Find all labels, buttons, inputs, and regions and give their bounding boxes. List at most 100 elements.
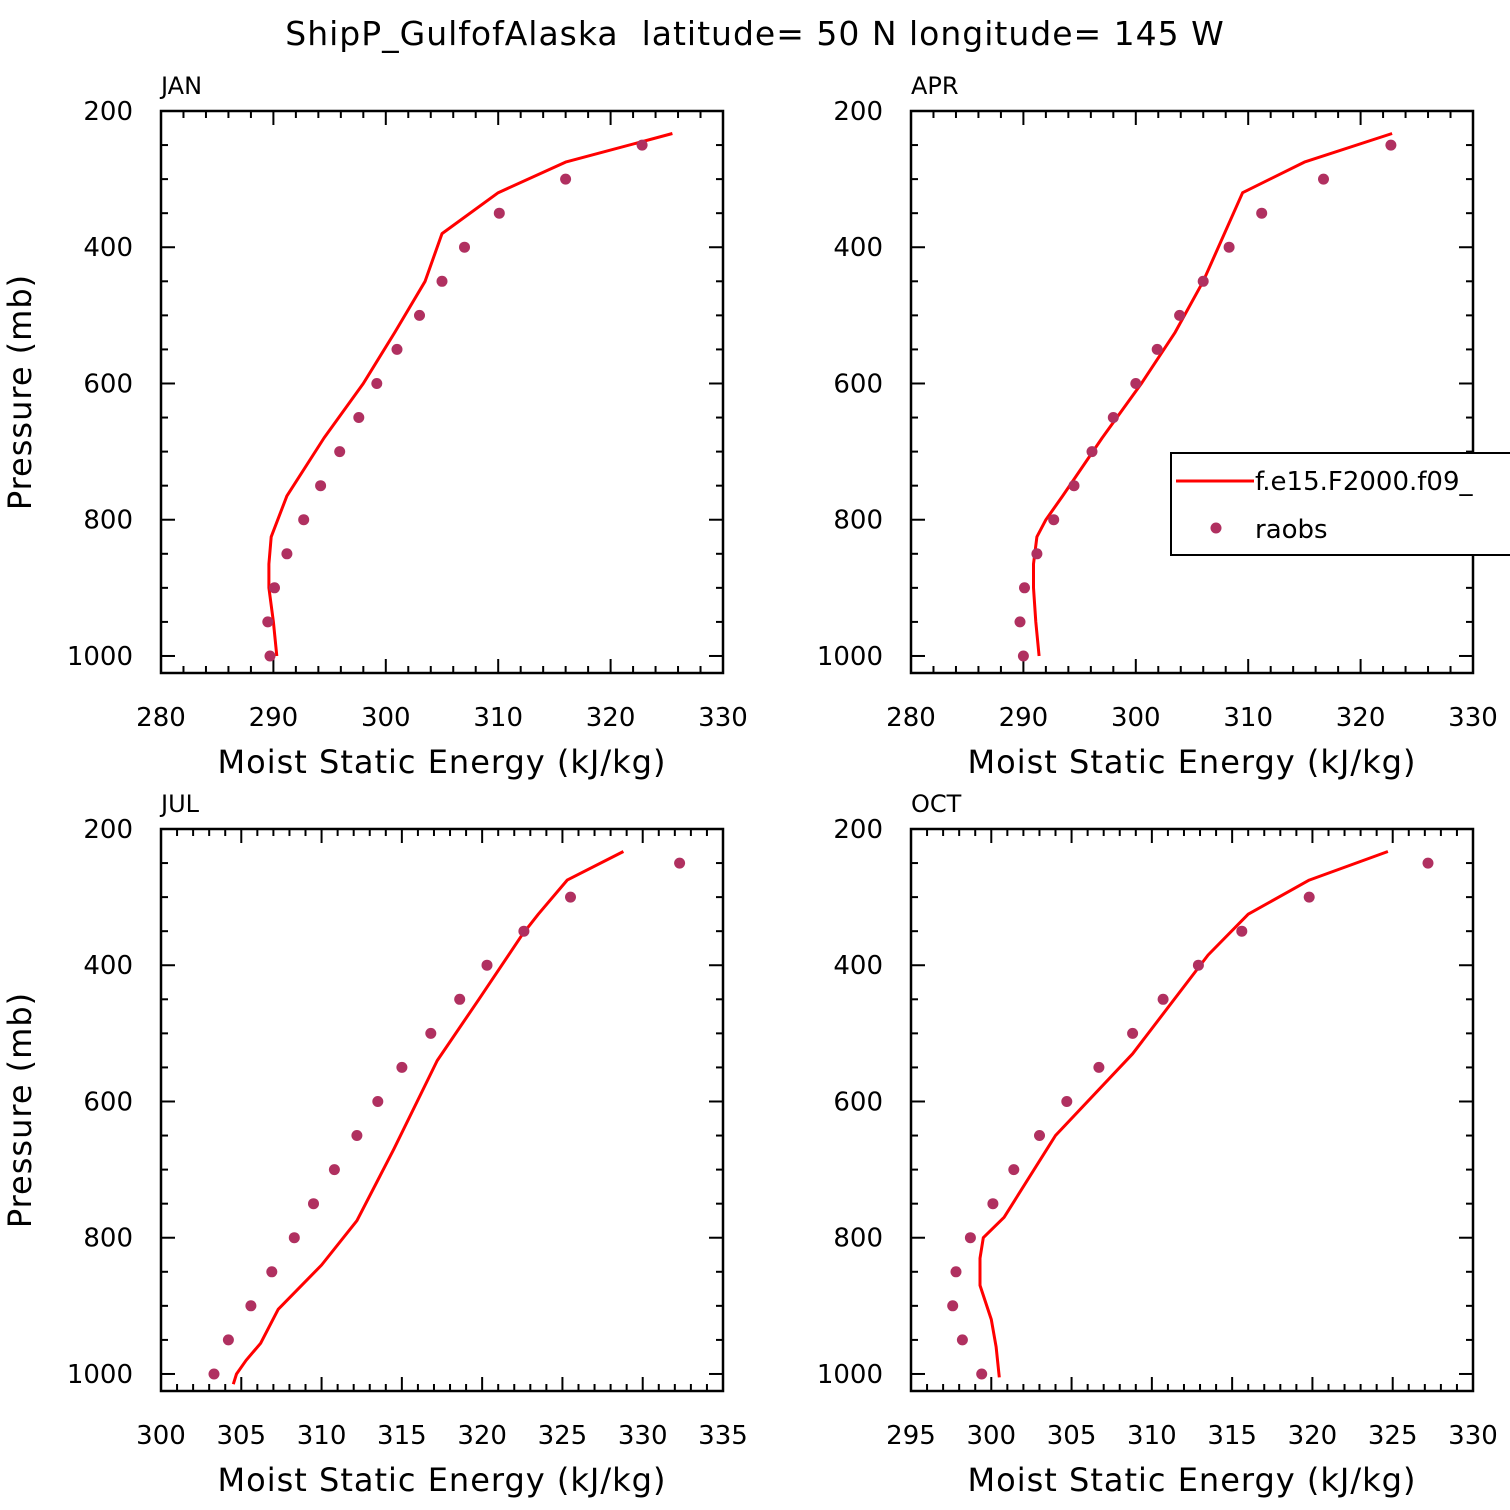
x-tick-label: 300 [361, 703, 411, 733]
legend-obs-label: raobs [1255, 515, 1328, 545]
y-tick-label: 800 [833, 1224, 883, 1254]
axis-ticks [910, 110, 1474, 673]
panel-apr: APR 280 290 300 310 320 330 200 400 600 800 1000 Moi… [817, 72, 1510, 781]
panels: JAN 280 290 300 310 320 330 200 400 600 800 1000 Moi… [1, 72, 1510, 1499]
x-tick-label: 295 [886, 1421, 936, 1451]
x-tick-label: 300 [1111, 703, 1161, 733]
obs-series-points [947, 857, 1434, 1380]
x-tick-label: 315 [1207, 1421, 1257, 1451]
x-tick-label: 330 [698, 703, 748, 733]
y-axis-title: Pressure (mb) [1, 992, 39, 1228]
legend-model-label: f.e15.F2000.f09_ [1255, 467, 1473, 497]
obs-point [565, 891, 576, 903]
obs-point [1197, 275, 1209, 287]
panel-jan: JAN 280 290 300 310 320 330 200 400 600 800 1000 Moi… [1, 72, 748, 781]
obs-point [493, 207, 505, 219]
x-tick-label: 300 [136, 1421, 186, 1451]
y-tick-label: 800 [83, 506, 133, 536]
x-tick-label: 300 [966, 1421, 1016, 1451]
obs-point [351, 1130, 363, 1141]
axis-ticks [910, 828, 1474, 1391]
obs-point [298, 514, 310, 526]
obs-point [281, 548, 293, 560]
obs-point [1014, 616, 1026, 628]
model-series-line [1032, 132, 1393, 657]
x-axis-title: Moist Static Energy (kJ/kg) [968, 743, 1417, 781]
x-tick-label: 330 [1448, 1421, 1498, 1451]
panel-label: JAN [159, 72, 202, 100]
obs-point [1031, 548, 1043, 560]
obs-point [976, 1368, 988, 1380]
obs-series-points [262, 139, 648, 662]
obs-point [1107, 412, 1119, 423]
x-tick-label: 305 [1047, 1421, 1097, 1451]
obs-point [1019, 582, 1030, 594]
plot-frame [909, 827, 1475, 1393]
obs-point [396, 1061, 408, 1073]
obs-point [372, 1096, 384, 1107]
obs-point [1256, 207, 1268, 219]
obs-point [1151, 343, 1163, 355]
plot-frame [909, 109, 1475, 675]
y-tick-label: 200 [83, 815, 133, 845]
obs-point [308, 1198, 319, 1210]
obs-point [414, 309, 425, 321]
y-tick-label: 1000 [817, 1360, 883, 1390]
obs-point [371, 378, 383, 389]
x-tick-label: 330 [618, 1421, 668, 1451]
plot-frame [159, 109, 725, 675]
y-tick-label: 800 [83, 1224, 133, 1254]
obs-point [288, 1232, 300, 1244]
model-series-line [267, 132, 673, 657]
obs-point [391, 343, 403, 355]
panel-label: OCT [911, 790, 962, 818]
y-tick-label: 400 [83, 233, 133, 263]
obs-point [1157, 993, 1169, 1005]
obs-point [1303, 891, 1315, 903]
main-title: ShipP_GulfofAlaska latitude= 50 N longit… [285, 14, 1225, 53]
x-tick-label: 280 [886, 703, 936, 733]
obs-point [1192, 959, 1204, 971]
obs-point [947, 1300, 959, 1312]
obs-point [1223, 241, 1235, 253]
y-tick-label: 200 [833, 815, 883, 845]
y-tick-label: 600 [833, 369, 883, 399]
x-axis-title: Moist Static Energy (kJ/kg) [968, 1461, 1417, 1499]
y-tick-label: 1000 [817, 642, 883, 672]
y-tick-label: 1000 [67, 642, 133, 672]
x-tick-label: 335 [698, 1421, 748, 1451]
obs-point [245, 1300, 257, 1312]
obs-point [1093, 1061, 1105, 1073]
obs-point [956, 1334, 968, 1346]
obs-point [1017, 650, 1029, 662]
obs-point [334, 446, 346, 458]
x-tick-label: 320 [586, 703, 636, 733]
obs-point [1385, 139, 1397, 151]
obs-point [481, 959, 493, 971]
y-axis-title: Pressure (mb) [1, 274, 39, 510]
legend-box [1170, 452, 1510, 556]
obs-point [425, 1027, 437, 1039]
model-series-line [231, 850, 625, 1385]
x-tick-label: 325 [538, 1421, 588, 1451]
obs-series-points [208, 857, 686, 1380]
obs-point [315, 480, 327, 492]
obs-point [1422, 857, 1434, 869]
x-tick-label: 290 [249, 703, 299, 733]
obs-point [1068, 480, 1080, 492]
obs-point [1127, 1027, 1139, 1039]
y-tick-label: 400 [83, 951, 133, 981]
x-tick-label: 320 [1336, 703, 1386, 733]
y-tick-label: 1000 [67, 1360, 133, 1390]
obs-point [518, 925, 530, 937]
obs-point [560, 173, 572, 185]
legend: f.e15.F2000.f09_raobs [1170, 452, 1510, 556]
x-tick-label: 280 [136, 703, 186, 733]
obs-series-points [1014, 139, 1397, 662]
x-axis-title: Moist Static Energy (kJ/kg) [218, 1461, 667, 1499]
plot-frame [159, 827, 725, 1393]
obs-point [674, 857, 686, 869]
axis-ticks [160, 828, 724, 1391]
obs-point [436, 275, 448, 287]
